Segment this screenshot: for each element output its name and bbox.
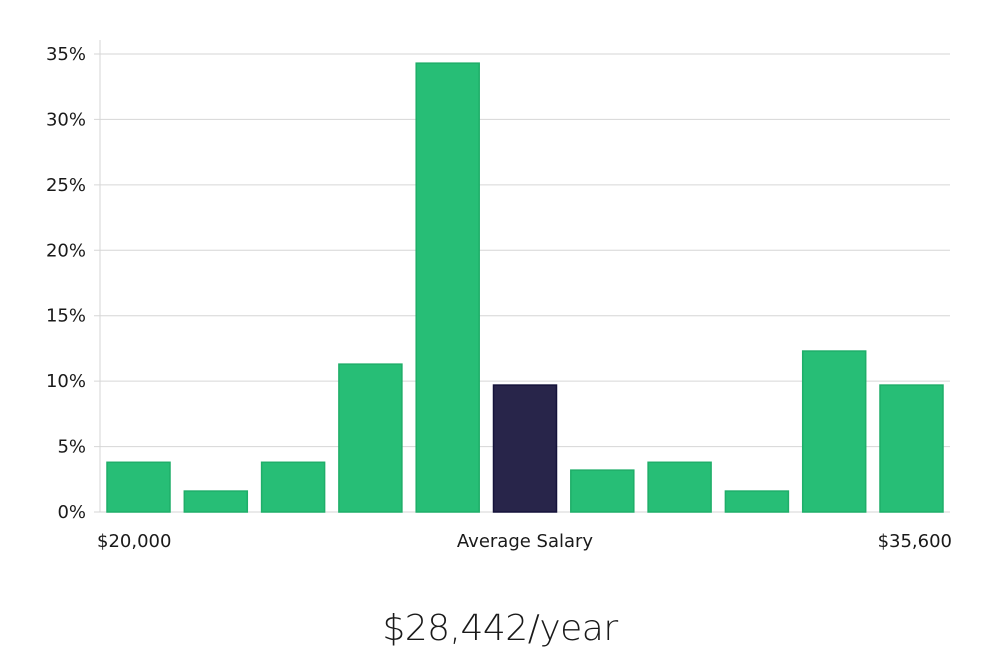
bar	[338, 363, 403, 513]
bar	[415, 62, 480, 513]
bar-average-salary	[492, 384, 558, 513]
average-salary-headline: $28,442/year	[382, 608, 618, 649]
bar	[106, 461, 171, 513]
bar	[647, 461, 712, 513]
y-tick-label: 35%	[46, 44, 86, 65]
y-tick-label: 0%	[57, 502, 86, 523]
y-tick-label: 30%	[46, 109, 86, 130]
bar	[260, 461, 326, 513]
y-tick-label: 10%	[46, 371, 86, 392]
x-label-average: Average Salary	[457, 531, 594, 552]
chart-plot: 0% 5% 10% 15% 20% 25% 30% 35% $20,000 Average Sal…	[46, 40, 952, 552]
y-tick-label: 15%	[46, 306, 86, 327]
y-tick-label: 25%	[46, 175, 86, 196]
bar	[570, 469, 635, 513]
bar	[801, 350, 867, 513]
x-label-max: $35,600	[878, 531, 952, 552]
x-label-min: $20,000	[97, 531, 171, 552]
y-tick-label: 20%	[46, 240, 86, 261]
y-tick-label: 5%	[57, 437, 86, 458]
bar	[183, 490, 249, 513]
bar	[879, 384, 944, 513]
bar	[724, 490, 790, 513]
